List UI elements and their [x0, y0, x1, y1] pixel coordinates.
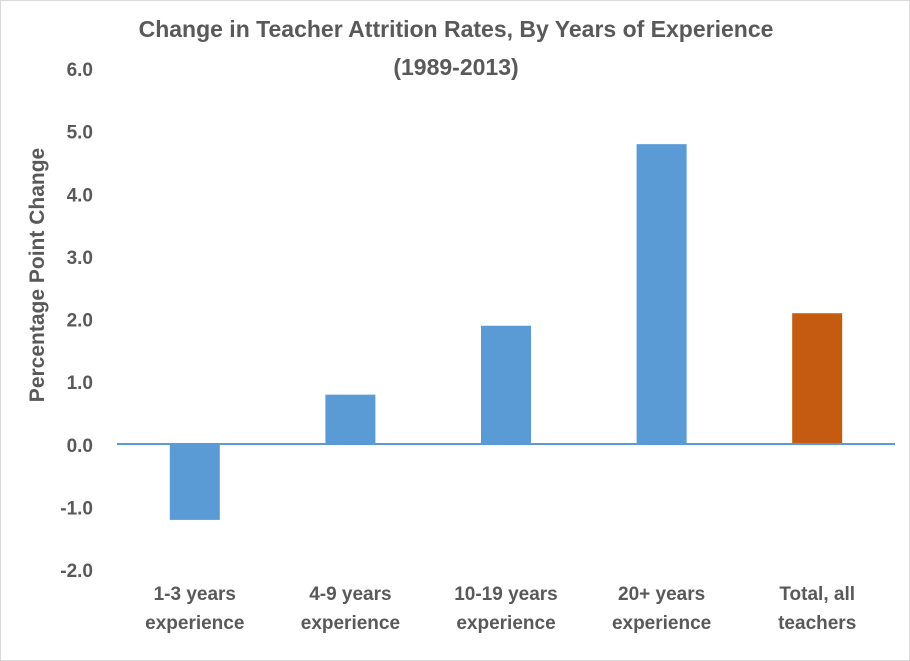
x-category-label: experience [301, 613, 400, 634]
y-axis-title: Percentage Point Change [26, 148, 49, 402]
chart-title-line-1: Change in Teacher Attrition Rates, By Ye… [139, 16, 774, 42]
x-category-label: 4-9 years [309, 584, 391, 605]
y-tick-label: -1.0 [60, 498, 93, 519]
x-category-label: teachers [778, 613, 856, 634]
bar [792, 313, 843, 445]
y-axis-ticks: 6.0 5.0 4.0 3.0 2.0 1.0 0.0 -1.0 -2.0 [60, 60, 93, 582]
x-category-label: experience [612, 613, 711, 634]
x-category-label: experience [145, 613, 244, 634]
y-tick-label: 3.0 [67, 248, 93, 269]
y-tick-label: -2.0 [60, 561, 93, 582]
x-category-label: 20+ years [618, 584, 705, 605]
x-axis-category-labels: 1-3 years experience 4-9 years experience 10… [145, 584, 856, 634]
chart-title: Change in Teacher Attrition Rates, By Ye… [139, 16, 774, 80]
y-tick-label: 4.0 [67, 185, 93, 206]
bar [325, 394, 376, 445]
x-category-label: 10-19 years [454, 584, 558, 605]
x-category-label: experience [456, 613, 555, 634]
bar [169, 444, 220, 520]
y-tick-label: 2.0 [67, 311, 93, 332]
y-tick-label: 1.0 [67, 373, 93, 394]
bars [169, 144, 843, 520]
bar [636, 144, 687, 445]
bar [481, 325, 531, 445]
y-tick-label: 5.0 [67, 123, 93, 144]
x-category-label: Total, all [779, 584, 855, 605]
chart-title-line-2: (1989-2013) [393, 54, 518, 80]
y-tick-label: 0.0 [67, 436, 93, 457]
x-category-label: 1-3 years [154, 584, 236, 605]
y-tick-label: 6.0 [67, 60, 93, 81]
